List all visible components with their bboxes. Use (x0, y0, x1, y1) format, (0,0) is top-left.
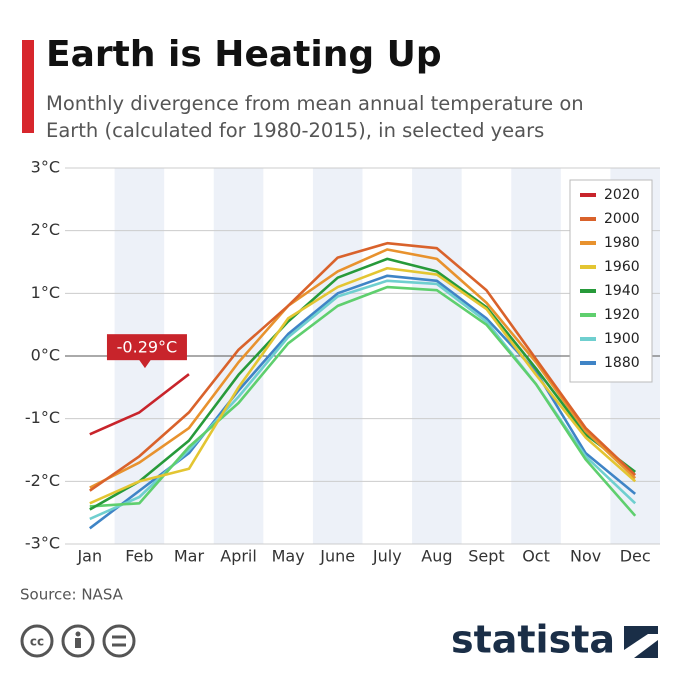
legend-label: 1960 (604, 259, 640, 275)
data-label-pointer (138, 359, 151, 369)
legend-box (569, 179, 653, 383)
x-tick-label: Feb (125, 547, 153, 566)
legend-label: 1980 (604, 235, 640, 251)
y-tick-label: 3°C (31, 158, 60, 177)
legend-label: 2000 (604, 211, 640, 227)
chart-subtitle: Monthly divergence from mean annual temp… (46, 92, 584, 142)
y-tick-label: 0°C (31, 346, 60, 365)
x-tick-label: April (220, 547, 257, 566)
x-tick-label: June (319, 547, 355, 566)
legend: 2020 2000 1980 1960 1940 1920 1900 1880 (569, 179, 653, 383)
data-label-text: -0.29°C (117, 338, 178, 357)
x-tick-label: July (372, 547, 402, 566)
legend-label: 1900 (604, 331, 640, 347)
logo: statista (451, 618, 615, 662)
y-tick-label: -3°C (25, 534, 60, 553)
svg-text:cc: cc (30, 635, 44, 649)
x-tick-label: Sept (468, 547, 504, 566)
x-tick-label: May (272, 547, 305, 566)
logo-icon (624, 626, 658, 658)
x-tick-label: Aug (421, 547, 452, 566)
data-label-box (106, 334, 187, 361)
source: Source: NASA (20, 586, 124, 604)
x-tick-label: Jan (76, 547, 102, 566)
y-tick-label: -2°C (25, 471, 60, 490)
series-line (89, 248, 637, 489)
y-tick-label: -1°C (25, 408, 60, 427)
cc-icons: cc (20, 624, 136, 658)
title-accent (22, 40, 34, 133)
chart-title: Earth is Heating Up (46, 34, 442, 75)
legend-label: 1920 (604, 307, 640, 323)
legend-label: 2020 (604, 187, 640, 203)
series-line (89, 373, 190, 436)
legend-label: 1940 (604, 283, 640, 299)
legend-label: 1880 (604, 355, 640, 371)
x-tick-label: Nov (570, 547, 601, 566)
y-tick-label: 1°C (31, 283, 60, 302)
series-line (89, 257, 636, 511)
series-line (89, 241, 637, 492)
data-label: -0.29°C (106, 334, 187, 369)
series-line (89, 285, 637, 517)
y-tick-label: 2°C (31, 220, 60, 239)
x-tick-label: Oct (522, 547, 550, 566)
x-tick-label: Mar (174, 547, 205, 566)
series-line (89, 266, 637, 505)
x-tick-label: Dec (620, 547, 651, 566)
